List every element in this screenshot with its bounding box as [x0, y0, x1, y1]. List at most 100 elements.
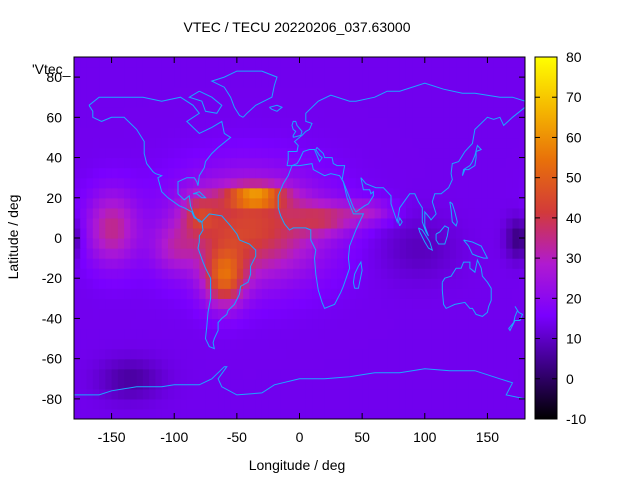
- heat-cell: [343, 298, 351, 309]
- heat-cell: [236, 308, 244, 320]
- heat-cell: [249, 388, 257, 400]
- heat-cell: [362, 107, 369, 118]
- heat-cell: [318, 67, 326, 78]
- heat-cell: [493, 97, 501, 108]
- heat-cell: [205, 258, 213, 269]
- heat-cell: [74, 378, 81, 390]
- heat-cell: [268, 217, 276, 229]
- heat-cell: [236, 358, 244, 370]
- heat-cell: [167, 127, 175, 139]
- heat-cell: [74, 157, 81, 169]
- heat-cell: [405, 167, 413, 179]
- heat-cell: [387, 127, 395, 139]
- heat-cell: [399, 127, 407, 139]
- heat-cell: [499, 147, 507, 159]
- heat-cell: [380, 388, 388, 400]
- heat-cell: [249, 77, 257, 88]
- heat-cell: [374, 338, 382, 350]
- heat-cell: [99, 298, 106, 309]
- heat-cell: [468, 187, 476, 199]
- heat-cell: [205, 177, 213, 189]
- heat-cell: [280, 318, 288, 330]
- heat-cell: [405, 248, 413, 259]
- heat-cell: [362, 288, 369, 299]
- heat-cell: [431, 338, 438, 350]
- heat-cell: [180, 87, 188, 98]
- heat-cell: [512, 117, 520, 128]
- heat-cell: [468, 268, 476, 279]
- heat-cell: [412, 258, 420, 269]
- heat-cell: [186, 207, 194, 219]
- heat-cell: [99, 167, 106, 179]
- heat-cell: [230, 398, 238, 410]
- heat-cell: [117, 107, 125, 118]
- heat-cell: [293, 197, 301, 209]
- heat-cell: [337, 137, 344, 149]
- heat-cell: [249, 177, 257, 189]
- heat-cell: [343, 408, 351, 419]
- heat-cell: [487, 238, 495, 249]
- heat-cell: [343, 117, 351, 128]
- heat-cell: [299, 227, 307, 239]
- heat-cell: [387, 97, 395, 108]
- heat-cell: [418, 348, 426, 360]
- heat-cell: [393, 378, 401, 390]
- heat-cell: [374, 77, 382, 88]
- heat-cell: [512, 298, 520, 309]
- heat-cell: [337, 408, 344, 419]
- heat-cell: [305, 197, 313, 209]
- heat-cell: [286, 167, 294, 179]
- heat-cell: [487, 328, 495, 340]
- heat-cell: [405, 77, 413, 88]
- heat-cell: [330, 238, 338, 249]
- heat-cell: [167, 378, 175, 390]
- heat-cell: [99, 137, 106, 149]
- heat-cell: [286, 57, 294, 68]
- heat-cell: [286, 177, 294, 189]
- heat-cell: [249, 147, 257, 159]
- heat-cell: [443, 157, 451, 169]
- heat-cell: [130, 248, 138, 259]
- heat-cell: [193, 318, 200, 330]
- heat-cell: [174, 127, 182, 139]
- colorbar-tick-label: 20: [566, 290, 582, 306]
- heat-cell: [80, 248, 88, 259]
- heat-cell: [261, 137, 269, 149]
- heat-cell: [443, 388, 451, 400]
- heat-cell: [437, 87, 445, 98]
- heat-cell: [224, 328, 232, 340]
- heat-cell: [474, 117, 482, 128]
- heat-cell: [387, 207, 395, 219]
- heat-cell: [224, 358, 232, 370]
- heat-cell: [261, 107, 269, 118]
- heat-cell: [224, 127, 232, 139]
- heat-cell: [111, 147, 119, 159]
- heat-cell: [92, 288, 100, 299]
- heat-cell: [481, 147, 489, 159]
- heat-cell: [111, 127, 119, 139]
- heat-cell: [236, 238, 244, 249]
- heat-cell: [199, 338, 207, 350]
- heat-cell: [117, 97, 125, 108]
- heat-cell: [230, 378, 238, 390]
- heat-cell: [512, 157, 520, 169]
- heat-cell: [355, 308, 363, 320]
- heat-cell: [374, 177, 382, 189]
- heat-cell: [236, 97, 244, 108]
- x-tick-label: 0: [296, 429, 304, 445]
- heat-cell: [305, 328, 313, 340]
- heat-cell: [174, 217, 182, 229]
- heat-cell: [512, 137, 520, 149]
- heat-cell: [80, 177, 88, 189]
- heat-cell: [330, 147, 338, 159]
- heat-cell: [199, 368, 207, 380]
- heat-cell: [312, 378, 319, 390]
- heat-cell: [161, 117, 169, 128]
- heat-cell: [355, 157, 363, 169]
- heat-cell: [474, 57, 482, 68]
- heat-cell: [443, 87, 451, 98]
- heat-cell: [167, 258, 175, 269]
- heat-cell: [80, 278, 88, 289]
- heat-cell: [293, 107, 301, 118]
- heat-cell: [412, 107, 420, 118]
